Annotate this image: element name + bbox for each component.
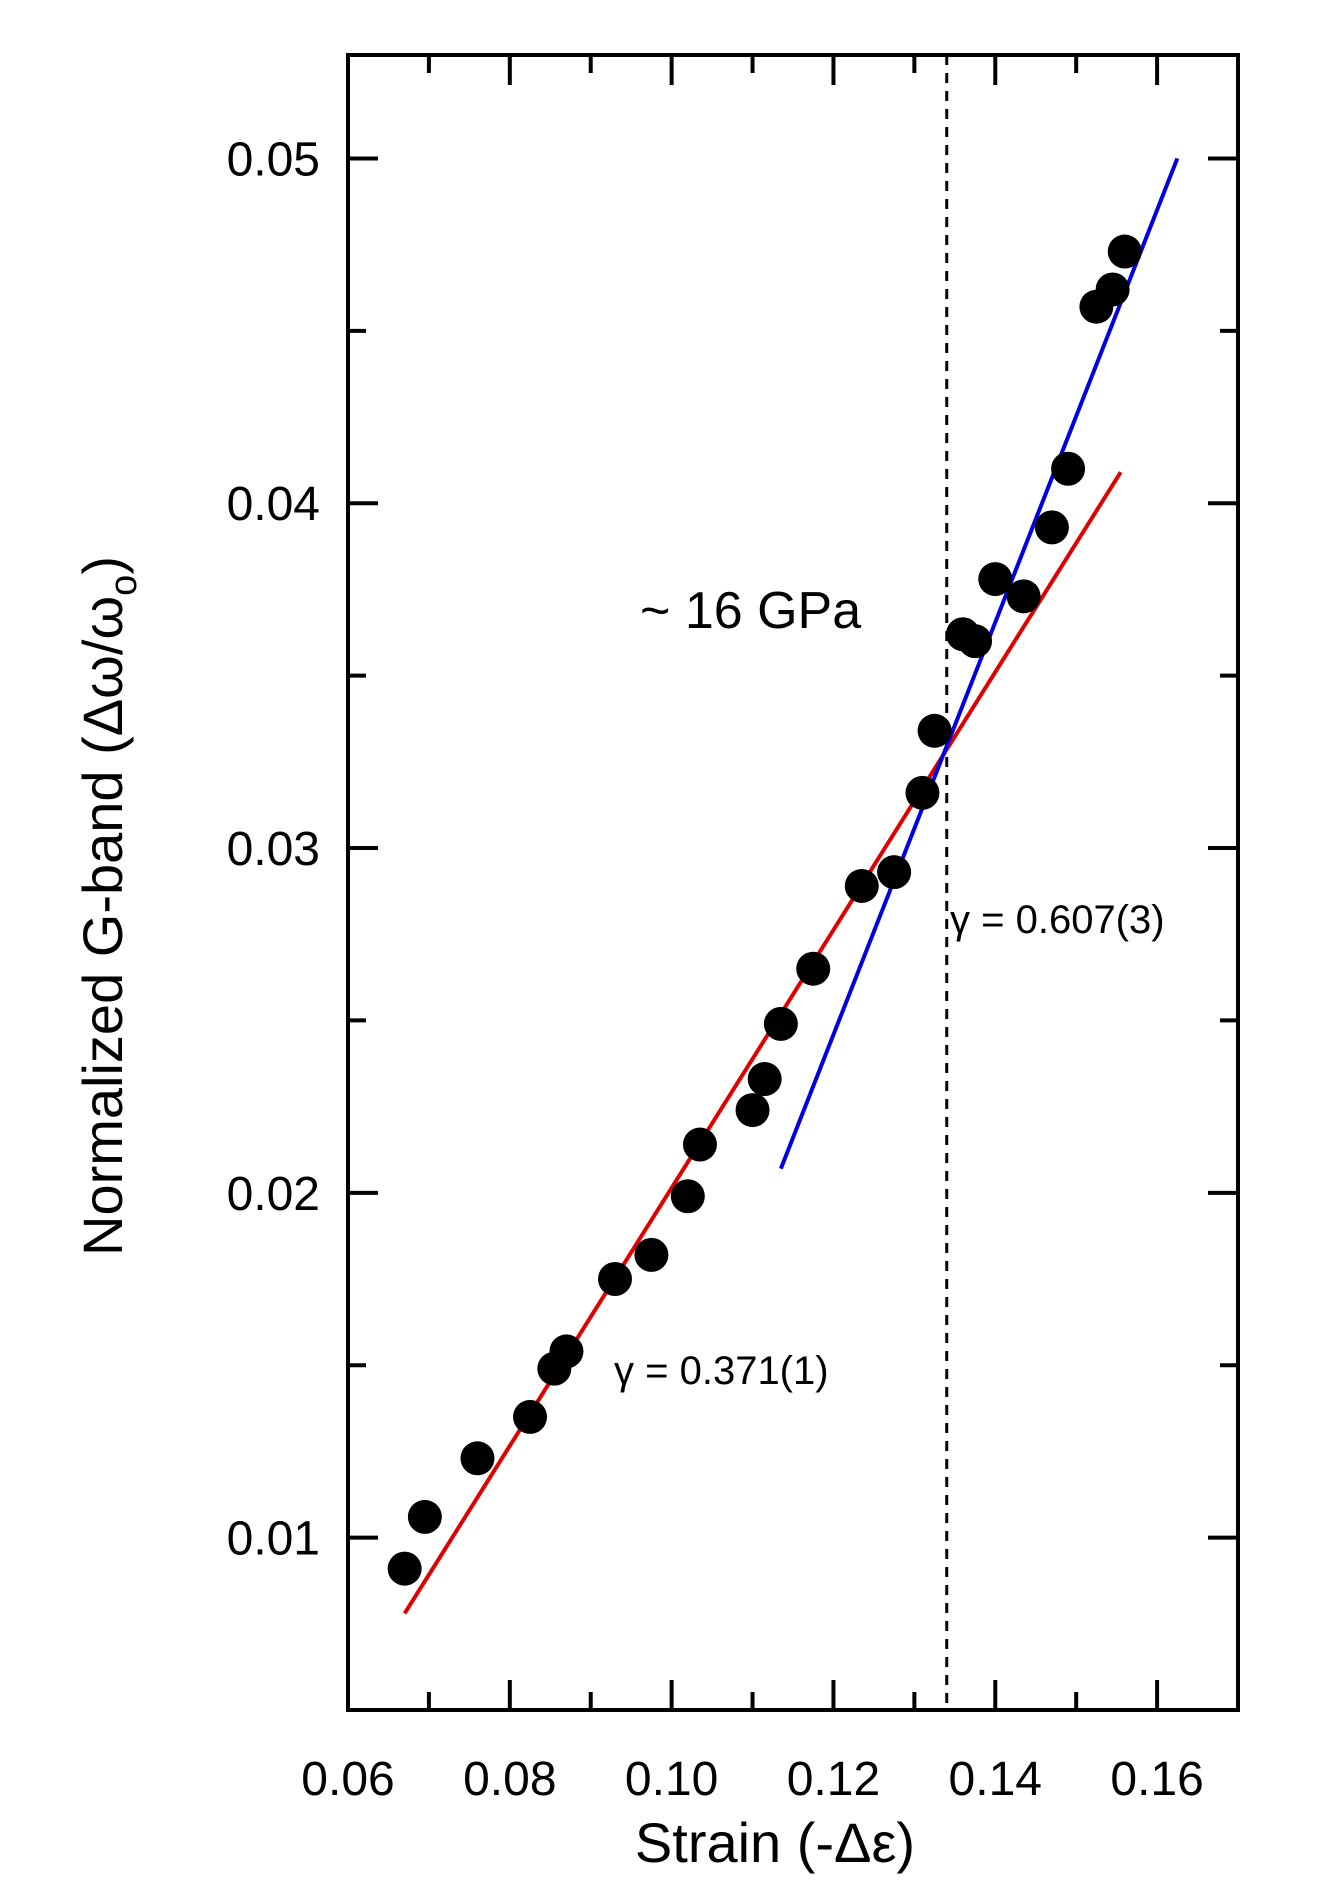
- y-tick-label: 0.03: [227, 823, 320, 876]
- y-tick-label: 0.02: [227, 1168, 320, 1221]
- data-point: [735, 1093, 770, 1128]
- fit-lines: [402, 157, 1180, 1615]
- data-point: [1034, 510, 1069, 545]
- data-point: [763, 1006, 798, 1041]
- x-axis-title: Strain (-Δε): [635, 1811, 915, 1874]
- x-tick-label: 0.10: [625, 1753, 718, 1806]
- x-tick-label: 0.06: [301, 1753, 394, 1806]
- data-point: [796, 951, 831, 986]
- data-point: [917, 713, 952, 748]
- data-point: [958, 624, 993, 659]
- data-point: [1095, 272, 1130, 307]
- gamma-low-annotation: γ = 0.371(1): [614, 1349, 829, 1393]
- data-point: [1006, 579, 1041, 614]
- data-point: [670, 1179, 705, 1214]
- y-tick-label: 0.04: [227, 478, 320, 531]
- data-point: [844, 868, 879, 903]
- minor-ticks: [348, 55, 1238, 1710]
- red-fit-line: [402, 471, 1123, 1615]
- y-tick-label: 0.01: [227, 1513, 320, 1566]
- data-point: [1051, 451, 1086, 486]
- data-point: [598, 1262, 632, 1297]
- data-point: [407, 1499, 442, 1534]
- data-points: [387, 234, 1142, 1586]
- x-tick-label: 0.16: [1110, 1753, 1203, 1806]
- data-point: [905, 775, 940, 810]
- data-point: [634, 1237, 669, 1272]
- data-point: [682, 1127, 717, 1162]
- blue-fit-line: [779, 157, 1180, 1170]
- major-ticks: [346, 55, 1238, 1710]
- data-point: [387, 1551, 422, 1586]
- pressure-annotation: ~ 16 GPa: [640, 582, 861, 640]
- x-tick-label: 0.12: [787, 1753, 880, 1806]
- data-point: [549, 1334, 584, 1369]
- data-point: [513, 1399, 548, 1434]
- data-point: [877, 855, 912, 890]
- x-tick-label: 0.08: [463, 1753, 556, 1806]
- x-tick-label: 0.14: [949, 1753, 1042, 1806]
- data-point: [978, 562, 1013, 597]
- y-tick-label: 0.05: [227, 133, 320, 186]
- data-point: [1107, 234, 1142, 269]
- tick-labels: 0.06 0.08 0.10 0.12 0.14 0.16 0.01 0.02 0.03 0.04…: [227, 133, 1204, 1806]
- data-point: [460, 1441, 495, 1476]
- data-point: [747, 1062, 782, 1097]
- y-axis-title: Normalized G-band (Δω/ωo): [71, 556, 145, 1256]
- gamma-high-annotation: γ = 0.607(3): [950, 898, 1165, 942]
- plot-frame: [346, 53, 1240, 1712]
